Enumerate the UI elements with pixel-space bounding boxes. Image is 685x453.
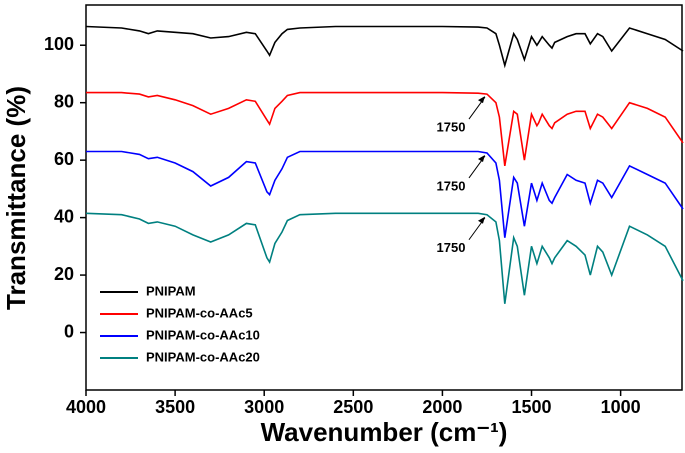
y-tick-label: 0 xyxy=(64,321,74,341)
legend-label: PNIPAM xyxy=(146,283,196,298)
x-tick-label: 2000 xyxy=(422,397,462,417)
x-tick-label: 1000 xyxy=(601,397,641,417)
y-axis-title: Transmittance (%) xyxy=(1,86,31,310)
x-tick-label: 2500 xyxy=(333,397,373,417)
y-tick-label: 40 xyxy=(54,206,74,226)
x-tick-label: 4000 xyxy=(66,397,106,417)
series-line xyxy=(85,212,684,304)
annotation-arrowhead xyxy=(477,216,485,224)
x-tick-label: 3500 xyxy=(155,397,195,417)
annotation-arrowhead xyxy=(477,154,485,162)
y-tick-label: 100 xyxy=(44,34,74,54)
series-line xyxy=(86,150,684,238)
y-tick-label: 60 xyxy=(54,149,74,169)
series-line xyxy=(85,25,684,69)
annotation: 1750 xyxy=(437,178,466,193)
y-tick-label: 80 xyxy=(54,91,74,111)
annotation: 1750 xyxy=(437,240,466,255)
legend-label: PNIPAM-co-AAc5 xyxy=(146,305,253,320)
plot-frame xyxy=(85,4,683,391)
x-tick-label: 3000 xyxy=(244,397,284,417)
annotation-arrowhead xyxy=(477,96,485,104)
series-line xyxy=(86,91,684,167)
x-tick-label: 1500 xyxy=(511,397,551,417)
annotation: 1750 xyxy=(437,120,466,135)
x-axis-title: Wavenumber (cm⁻¹) xyxy=(261,417,508,447)
legend-label: PNIPAM-co-AAc20 xyxy=(146,349,260,364)
y-tick-label: 20 xyxy=(54,264,74,284)
legend-label: PNIPAM-co-AAc10 xyxy=(146,327,260,342)
